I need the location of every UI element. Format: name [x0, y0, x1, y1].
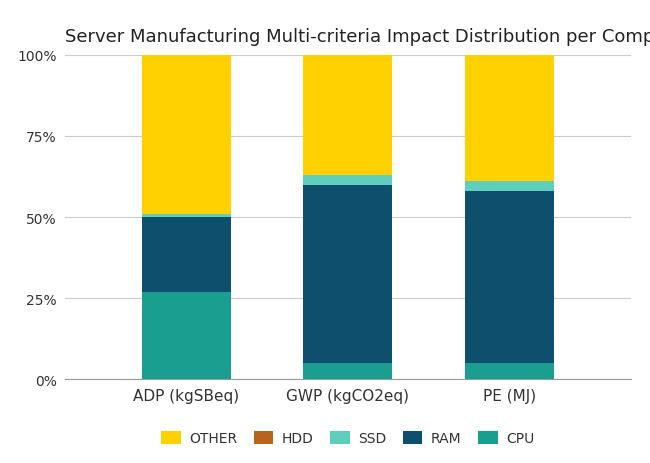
Bar: [142, 56, 231, 214]
Bar: [304, 185, 392, 363]
Bar: [304, 175, 392, 185]
Bar: [465, 182, 554, 192]
Bar: [465, 363, 554, 380]
Bar: [142, 214, 231, 218]
Bar: [465, 192, 554, 363]
Bar: [465, 56, 554, 182]
Text: Server Manufacturing Multi-criteria Impact Distribution per Component: Server Manufacturing Multi-criteria Impa…: [65, 28, 650, 46]
Legend: OTHER, HDD, SSD, RAM, CPU: OTHER, HDD, SSD, RAM, CPU: [156, 425, 540, 451]
Bar: [142, 218, 231, 292]
Bar: [304, 56, 392, 175]
Bar: [304, 363, 392, 380]
Bar: [142, 292, 231, 380]
